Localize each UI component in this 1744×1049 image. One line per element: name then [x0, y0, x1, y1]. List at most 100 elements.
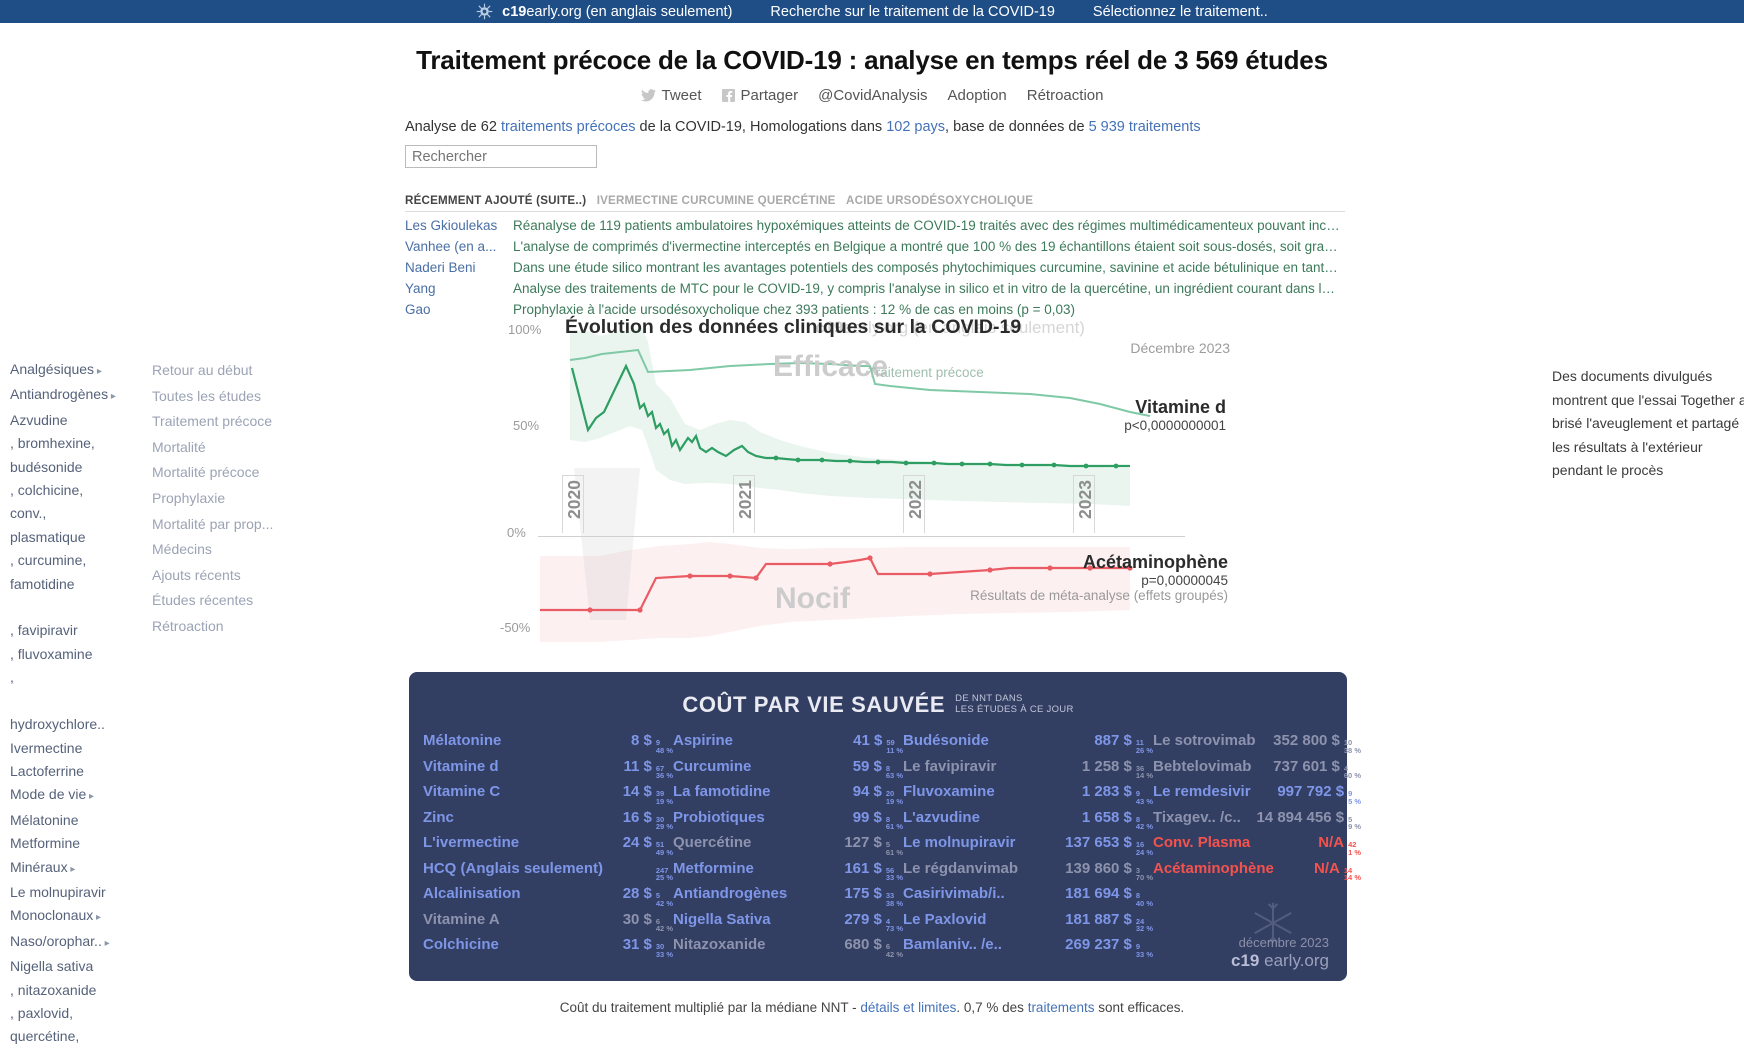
cost-treatment-name[interactable]: Mélatonine: [423, 732, 502, 749]
cost-row[interactable]: Le favipiravir 1 258 $36 14 %: [903, 758, 1153, 784]
cost-row[interactable]: Le molnupiravir 137 653 $16 24 %: [903, 834, 1153, 860]
recent-tag-1[interactable]: IVERMECTINE CURCUMINE QUERCÉTINE: [596, 194, 836, 207]
cost-treatment-name[interactable]: Casirivimab/i..: [903, 885, 1005, 902]
sidebar-nav-item[interactable]: Ajouts récents: [152, 566, 241, 583]
cost-row[interactable]: Nigella Sativa 279 $4 73 %: [673, 911, 903, 937]
cost-treatment-name[interactable]: L'ivermectine: [423, 834, 520, 851]
cost-row[interactable]: Quercétine 127 $5 61 %: [673, 834, 903, 860]
cost-row[interactable]: Casirivimab/i.. 181 694 $8 40 %: [903, 885, 1153, 911]
sidebar-treatment-item[interactable]: quercétine,: [10, 1028, 80, 1045]
sidebar-treatment-item[interactable]: , nitazoxanide: [10, 981, 97, 998]
cost-treatment-name[interactable]: Vitamine A: [423, 910, 500, 928]
recent-row[interactable]: Naderi Beni Dans une étude silico montra…: [405, 260, 1345, 275]
recent-author[interactable]: Vanhee (en a...: [405, 239, 497, 254]
cost-treatment-name[interactable]: Vitamine d: [423, 757, 499, 775]
cost-treatment-name[interactable]: Bebtelovimab: [1153, 757, 1252, 775]
cost-row[interactable]: Curcumine 59 $8 63 %: [673, 758, 903, 784]
sidebar-treatment-item[interactable]: Minéraux ▸: [10, 858, 76, 875]
cost-treatment-name[interactable]: Nigella Sativa: [673, 910, 771, 928]
covidanalysis-link[interactable]: @CovidAnalysis: [818, 87, 928, 104]
cost-treatment-name[interactable]: Le Paxlovid: [903, 910, 987, 928]
recent-row[interactable]: Yang Analyse des traitements de MTC pour…: [405, 281, 1345, 296]
sidebar-nav-item[interactable]: Études récentes: [152, 592, 254, 609]
recent-summary[interactable]: Prophylaxie à l'acide ursodésoxycholique…: [513, 302, 1076, 317]
cost-row[interactable]: Nitazoxanide 680 $6 42 %: [673, 936, 903, 962]
sidebar-treatment-item[interactable]: Ivermectine: [10, 739, 83, 756]
cost-row[interactable]: Le régdanvimab 139 860 $3 70 %: [903, 860, 1153, 886]
recent-summary[interactable]: Dans une étude silico montrant les avant…: [513, 260, 1341, 275]
footnote-link-details[interactable]: détails et limites: [860, 1000, 957, 1015]
footnote-link-treatments[interactable]: traitements: [1027, 1000, 1095, 1015]
nav-link-select-treatment[interactable]: Sélectionnez le traitement..: [1092, 3, 1268, 20]
sidebar-treatment-item[interactable]: , curcumine,: [10, 552, 87, 569]
cost-row[interactable]: Bebtelovimab 737 601 $4 60 %: [1153, 758, 1361, 784]
cost-treatment-name[interactable]: Nitazoxanide: [673, 936, 766, 953]
cost-row[interactable]: Bamlaniv.. /e.. 269 237 $9 33 %: [903, 936, 1153, 962]
sidebar-treatment-item[interactable]: conv.,: [10, 505, 47, 522]
sidebar-treatment-item[interactable]: , fluvoxamine: [10, 645, 93, 662]
sidebar-nav-item[interactable]: Traitement précoce: [152, 413, 273, 430]
sidebar-treatment-item[interactable]: Naso/orophar.. ▸: [10, 932, 110, 949]
sidebar-treatment-item[interactable]: ,: [10, 669, 14, 686]
cost-treatment-name[interactable]: Le molnupiravir: [903, 834, 1016, 851]
adoption-link[interactable]: Adoption: [947, 87, 1007, 104]
sidebar-treatment-item[interactable]: , favipiravir: [10, 622, 78, 639]
cost-treatment-name[interactable]: Vitamine C: [423, 783, 501, 800]
cost-row[interactable]: Acétaminophène N/A 14 14 %: [1153, 860, 1361, 886]
sidebar-treatment-item[interactable]: Mélatonine: [10, 811, 79, 828]
cost-row[interactable]: L'ivermectine 24 $51 49 %: [423, 834, 673, 860]
recent-author[interactable]: Yang: [405, 281, 436, 296]
sidebar-treatment-item[interactable]: Metformine: [10, 835, 81, 852]
sidebar-nav-item[interactable]: Rétroaction: [152, 617, 224, 634]
cost-treatment-name[interactable]: Metformine: [673, 859, 754, 877]
cost-treatment-name[interactable]: HCQ (Anglais seulement): [423, 859, 604, 877]
cost-row[interactable]: HCQ (Anglais seulement) 247 25 %: [423, 860, 673, 886]
sidebar-treatment-item[interactable]: famotidine: [10, 575, 75, 592]
cost-treatment-name[interactable]: Curcumine: [673, 757, 752, 775]
cost-treatment-name[interactable]: Bamlaniv.. /e..: [903, 936, 1002, 953]
sidebar-treatment-item[interactable]: Monoclonaux ▸: [10, 907, 102, 924]
cost-treatment-name[interactable]: La famotidine: [673, 783, 771, 800]
tweet-button[interactable]: Tweet: [640, 87, 702, 104]
cost-row[interactable]: Tixagev.. /c.. 14 894 456 $5 9 %: [1153, 809, 1361, 835]
cost-treatment-name[interactable]: Tixagev.. /c..: [1153, 808, 1241, 826]
sidebar-treatment-item[interactable]: Antiandrogènes ▸: [10, 386, 116, 403]
recent-author[interactable]: Naderi Beni: [405, 260, 476, 275]
cost-row[interactable]: Vitamine C 14 $39 19 %: [423, 783, 673, 809]
cost-row[interactable]: Le sotrovimab 352 800 $10 38 %: [1153, 732, 1361, 758]
cost-row[interactable]: Le Paxlovid 181 887 $24 32 %: [903, 911, 1153, 937]
feedback-link[interactable]: Rétroaction: [1026, 87, 1104, 104]
sidebar-treatment-item[interactable]: Lactoferrine: [10, 762, 84, 779]
sidebar-nav-item[interactable]: Prophylaxie: [152, 489, 226, 506]
cost-row[interactable]: Le remdesivir 997 792 $9 5 %: [1153, 783, 1361, 809]
sidebar-nav-item[interactable]: Retour au début: [152, 362, 253, 378]
analysis-link-treatments[interactable]: traitements précoces: [500, 119, 636, 135]
cost-treatment-name[interactable]: Le remdesivir: [1153, 783, 1251, 800]
recent-tag-2[interactable]: ACIDE URSODÉSOXYCHOLIQUE: [846, 194, 1034, 207]
brand-logo[interactable]: c19early.org (en anglais seulement): [476, 3, 732, 20]
cost-row[interactable]: Vitamine d 11 $67 36 %: [423, 758, 673, 784]
sidebar-treatment-item[interactable]: Nigella sativa: [10, 958, 94, 975]
recent-author[interactable]: Les Gkioulekas: [405, 218, 498, 233]
cost-treatment-name[interactable]: Aspirine: [673, 732, 734, 749]
cost-row[interactable]: Aspirine 41 $59 11 %: [673, 732, 903, 758]
sidebar-nav-item[interactable]: Médecins: [152, 541, 212, 558]
recent-summary[interactable]: L'analyse de comprimés d'ivermectine int…: [513, 239, 1341, 254]
analysis-link-database[interactable]: 5 939 traitements: [1088, 119, 1201, 135]
cost-treatment-name[interactable]: Conv. Plasma: [1153, 834, 1251, 851]
cost-treatment-name[interactable]: Alcalinisation: [423, 885, 521, 902]
recent-summary[interactable]: Analyse des traitements de MTC pour le C…: [513, 281, 1341, 296]
sidebar-treatment-item[interactable]: , paxlovid,: [10, 1004, 74, 1021]
cost-row[interactable]: Mélatonine 8 $9 48 %: [423, 732, 673, 758]
cost-treatment-name[interactable]: Budésonide: [903, 732, 989, 749]
recent-row[interactable]: Les Gkioulekas Réanalyse de 119 patients…: [405, 218, 1345, 233]
cost-treatment-name[interactable]: L'azvudine: [903, 808, 980, 826]
cost-row[interactable]: L'azvudine 1 658 $8 42 %: [903, 809, 1153, 835]
cost-treatment-name[interactable]: Fluvoxamine: [903, 783, 995, 800]
recent-summary[interactable]: Réanalyse de 119 patients ambulatoires h…: [513, 218, 1341, 233]
sidebar-treatment-item[interactable]: plasmatique: [10, 528, 86, 545]
sidebar-nav-item[interactable]: Mortalité précoce: [152, 464, 260, 481]
cost-treatment-name[interactable]: Le favipiravir: [903, 757, 997, 775]
sidebar-nav-item[interactable]: Toutes les études: [152, 387, 261, 404]
cost-treatment-name[interactable]: Le sotrovimab: [1153, 732, 1256, 749]
